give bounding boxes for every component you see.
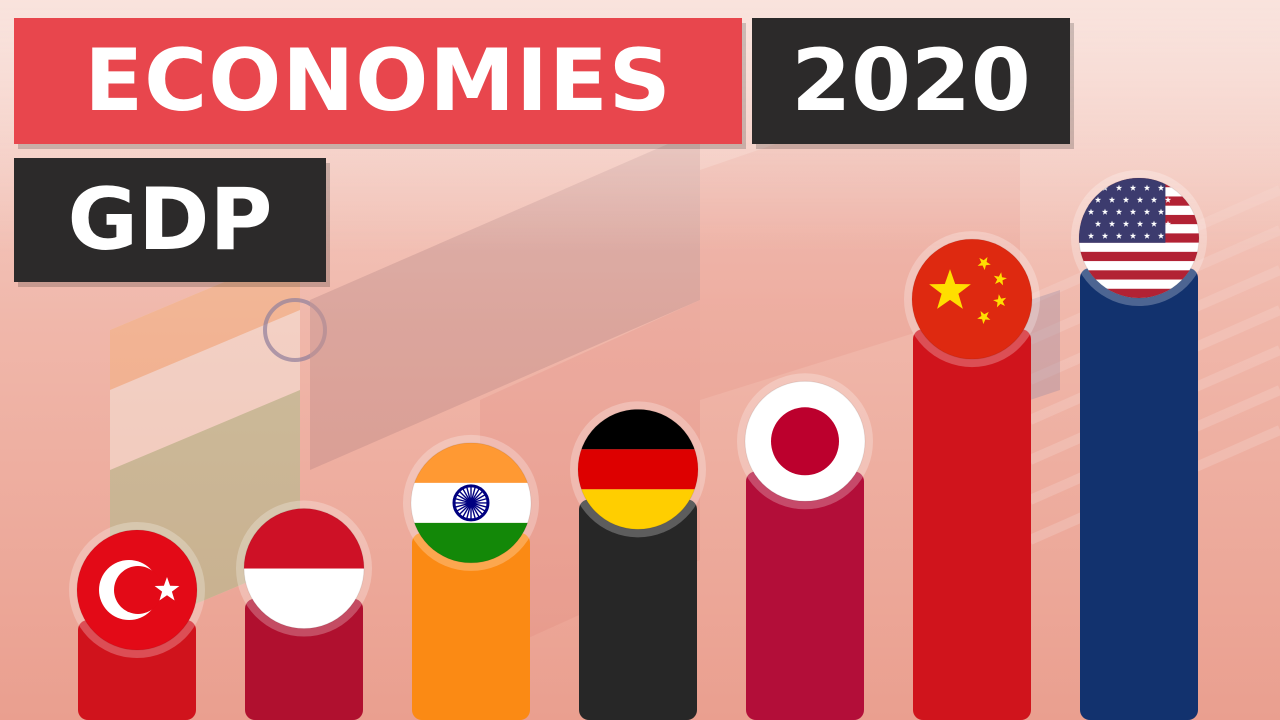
- japan-flag-icon: [745, 381, 865, 502]
- china-flag-icon: [912, 239, 1032, 360]
- bar-group-japan: [737, 373, 873, 720]
- germany-flag-icon: [578, 409, 698, 530]
- bar: [78, 620, 196, 720]
- bar-group-indonesia: [236, 500, 372, 720]
- bar-group-united-states: [1071, 170, 1207, 720]
- india-flag-icon: [411, 442, 531, 563]
- bar: [1080, 268, 1198, 720]
- usa-flag-icon: [1079, 178, 1199, 298]
- indonesia-flag-icon: [244, 508, 364, 629]
- title-gdp: GDP: [14, 158, 326, 282]
- bar: [245, 598, 363, 720]
- bar: [412, 532, 530, 720]
- title-economies: ECONOMIES: [14, 18, 742, 144]
- bar-group-germany: [570, 401, 706, 720]
- bar-group-china: [904, 231, 1040, 720]
- title-year: 2020: [752, 18, 1070, 144]
- bar-group-turkey: [69, 522, 205, 720]
- bar: [746, 471, 864, 720]
- turkey-flag-icon: [77, 530, 197, 650]
- bar-group-india: [403, 434, 539, 720]
- bar: [579, 499, 697, 720]
- bar: [913, 329, 1031, 720]
